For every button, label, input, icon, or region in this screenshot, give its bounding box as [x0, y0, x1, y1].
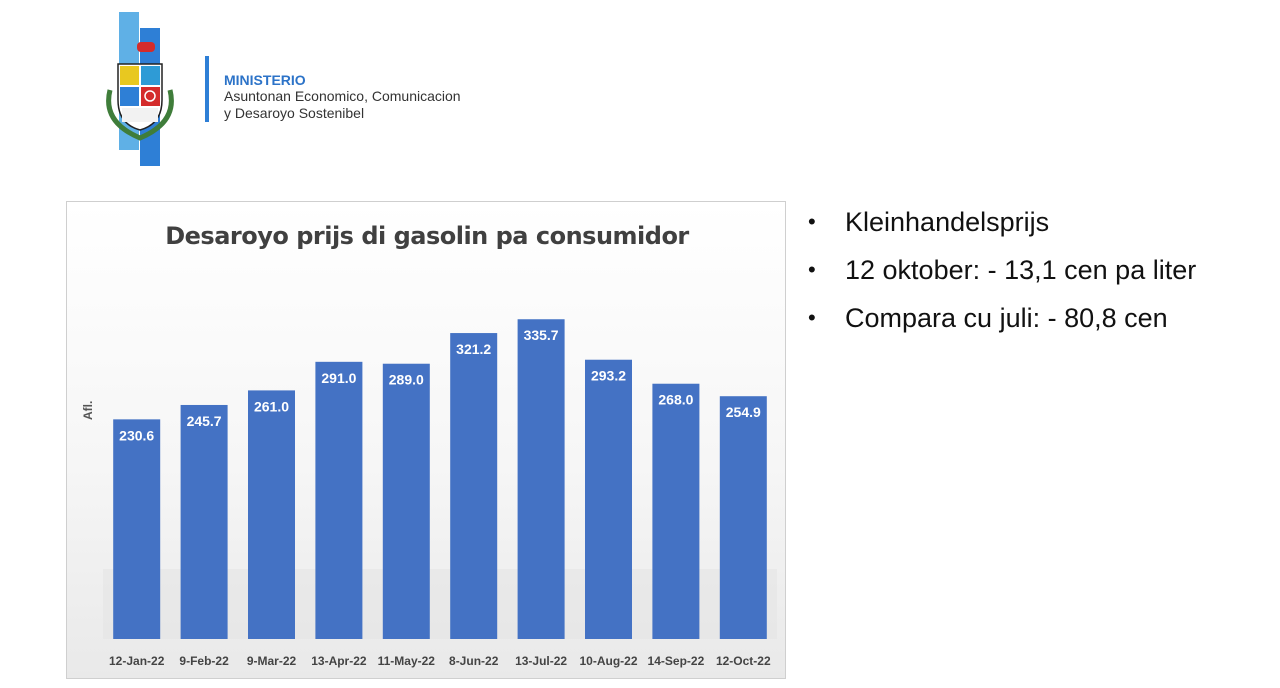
ministry-block: MINISTERIO Asuntonan Economico, Comunica…	[224, 72, 461, 122]
bar	[719, 396, 767, 639]
ministry-line-1: Asuntonan Economico, Comunicacion	[224, 88, 461, 104]
bullet-list: • Kleinhandelsprijs • 12 oktober: - 13,1 c…	[808, 198, 1196, 342]
ministry-divider	[205, 56, 209, 122]
bullet-icon: •	[808, 209, 816, 234]
aruba-coat-of-arms-icon	[106, 12, 174, 166]
ministry-line-2: y Desaroyo Sostenibel	[224, 105, 365, 121]
data-label: 261.0	[254, 398, 289, 414]
bar	[517, 319, 565, 639]
x-tick-label: 8-Jun-22	[449, 654, 499, 668]
bar	[585, 359, 632, 639]
data-label: 335.7	[524, 327, 559, 343]
bar-chart: 230.6 12-Jan-22 245.7 9-Feb-22 261.0 9-Mar-22…	[103, 319, 777, 668]
bullet-icon: •	[808, 305, 816, 330]
bar	[315, 361, 363, 639]
x-tick-label: 12-Oct-22	[716, 654, 771, 668]
chart-title: Desaroyo prijs di gasolin pa consumidor	[165, 222, 689, 250]
data-label: 289.0	[389, 372, 424, 388]
data-label: 254.9	[726, 404, 761, 420]
ministry-title: MINISTERIO	[224, 72, 306, 88]
x-tick-label: 12-Jan-22	[109, 654, 165, 668]
x-tick-label: 11-May-22	[378, 654, 436, 668]
bullet-text: 12 oktober: - 13,1 cen pa liter	[845, 255, 1197, 285]
x-tick-label: 9-Mar-22	[247, 654, 297, 668]
x-tick-label: 10-Aug-22	[579, 654, 637, 668]
bar	[450, 333, 498, 639]
x-tick-label: 9-Feb-22	[179, 654, 229, 668]
y-axis-label: Afl.	[81, 400, 95, 420]
data-label: 230.6	[119, 427, 154, 443]
data-label: 268.0	[658, 392, 693, 408]
x-tick-label: 14-Sep-22	[648, 654, 705, 668]
bar	[180, 404, 228, 639]
bullet-item: • Compara cu juli: - 80,8 cen	[808, 294, 1196, 342]
data-label: 321.2	[456, 341, 491, 357]
bullet-item: • Kleinhandelsprijs	[808, 198, 1196, 246]
bullet-item: • 12 oktober: - 13,1 cen pa liter	[808, 246, 1196, 294]
x-tick-label: 13-Jul-22	[515, 654, 567, 668]
data-label: 291.0	[321, 370, 356, 386]
bullet-icon: •	[808, 257, 816, 282]
bar	[113, 419, 161, 639]
data-label: 293.2	[591, 368, 626, 384]
chart-container: 230.6 12-Jan-22 245.7 9-Feb-22 261.0 9-Mar-22…	[66, 201, 786, 679]
x-tick-label: 13-Apr-22	[311, 654, 367, 668]
data-label: 245.7	[187, 413, 222, 429]
bar	[652, 383, 700, 639]
bar	[382, 363, 430, 639]
bullet-text: Kleinhandelsprijs	[845, 207, 1050, 237]
bar	[248, 390, 295, 639]
bullet-text: Compara cu juli: - 80,8 cen	[845, 303, 1168, 333]
